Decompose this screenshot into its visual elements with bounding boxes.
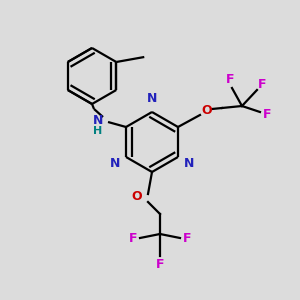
- Text: F: F: [183, 232, 191, 244]
- Text: F: F: [263, 109, 271, 122]
- Text: F: F: [129, 232, 137, 244]
- Text: N: N: [184, 157, 194, 170]
- Text: F: F: [258, 77, 266, 91]
- Text: H: H: [93, 126, 103, 136]
- Text: O: O: [132, 190, 142, 202]
- Text: N: N: [93, 113, 103, 127]
- Text: O: O: [202, 104, 212, 118]
- Text: F: F: [226, 74, 234, 86]
- Text: F: F: [156, 257, 164, 271]
- Text: N: N: [147, 92, 157, 106]
- Text: N: N: [110, 157, 120, 170]
